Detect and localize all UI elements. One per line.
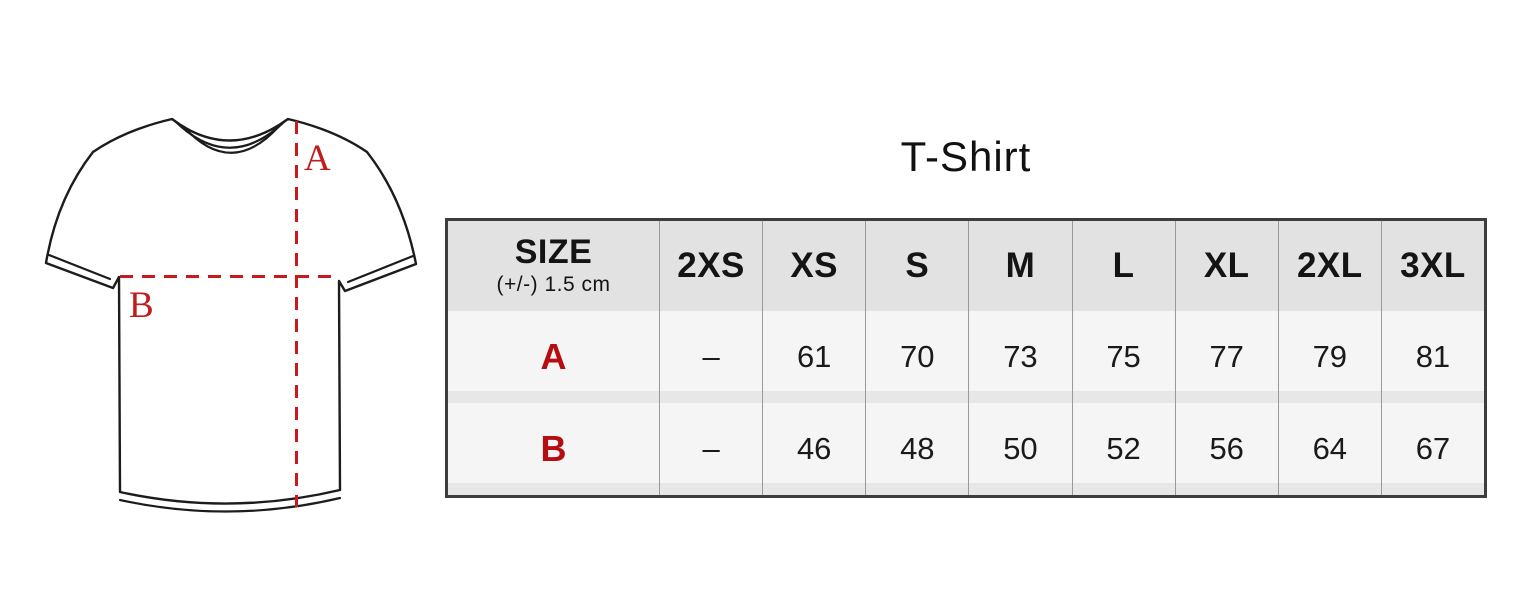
tshirt-body-outline — [44, 117, 418, 505]
column-header-2xs: 2XS — [659, 221, 763, 311]
hem-line — [118, 496, 342, 513]
column-header-3xl: 3XL — [1380, 221, 1484, 311]
cell-b-2xl: 64 — [1277, 403, 1381, 495]
row-b-letter: B — [540, 428, 567, 469]
diagram-label-a: A — [304, 138, 331, 179]
cell-b-s: 48 — [865, 403, 969, 495]
cell-b-3xl: 67 — [1380, 403, 1484, 495]
cell-a-xs: 61 — [762, 311, 866, 403]
column-header-m: M — [968, 221, 1072, 311]
page-title: T-Shirt — [900, 133, 1032, 180]
cell-a-2xs: – — [659, 311, 763, 403]
row-a-letter: A — [540, 336, 567, 377]
column-header-l: L — [1071, 221, 1175, 311]
tshirt-diagram: A B — [30, 100, 430, 520]
cell-a-2xl: 79 — [1277, 311, 1381, 403]
cell-b-xs: 46 — [762, 403, 866, 495]
row-b-label: B — [448, 403, 659, 495]
cell-b-xl: 56 — [1174, 403, 1278, 495]
diagram-label-b: B — [129, 285, 154, 326]
column-header-xs: XS — [762, 221, 866, 311]
size-header-label: SIZE — [514, 233, 593, 272]
column-header-2xl: 2XL — [1277, 221, 1381, 311]
cell-a-l: 75 — [1071, 311, 1175, 403]
cell-b-m: 50 — [968, 403, 1072, 495]
cell-b-2xs: – — [659, 403, 763, 495]
size-chart-table: SIZE (+/-) 1.5 cm 2XS XS S M L XL 2XL 3X… — [445, 218, 1487, 498]
column-header-xl: XL — [1174, 221, 1278, 311]
row-a-label: A — [448, 311, 659, 403]
right-cuff-line — [346, 254, 415, 284]
cell-b-l: 52 — [1071, 403, 1175, 495]
tshirt-outline-icon: A B — [44, 117, 418, 513]
left-cuff-line — [47, 253, 112, 281]
column-header-size: SIZE (+/-) 1.5 cm — [448, 221, 659, 311]
cell-a-xl: 77 — [1174, 311, 1278, 403]
cell-a-m: 73 — [968, 311, 1072, 403]
tolerance-note: (+/-) 1.5 cm — [496, 272, 611, 296]
cell-a-s: 70 — [865, 311, 969, 403]
collar-back-line — [182, 122, 283, 154]
cell-a-3xl: 81 — [1380, 311, 1484, 403]
column-header-s: S — [865, 221, 969, 311]
